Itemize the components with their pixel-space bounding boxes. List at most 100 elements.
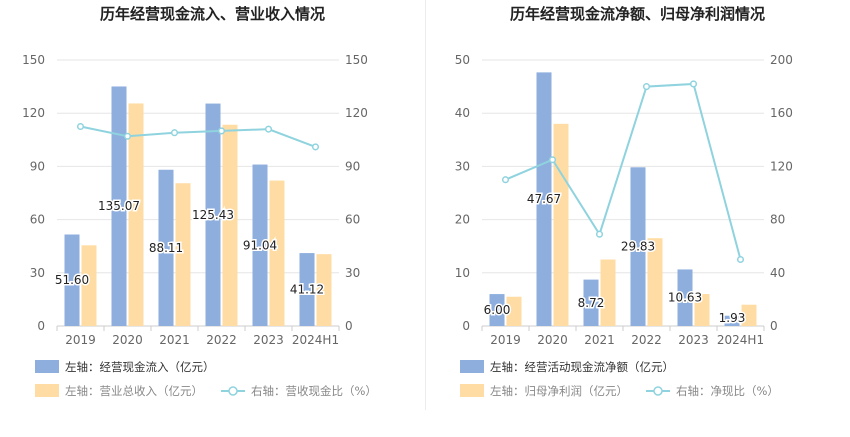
right-axis-tick: 160: [770, 106, 793, 120]
left-axis-tick: 0: [462, 319, 470, 333]
right-axis-tick: 90: [345, 159, 360, 173]
left-axis-tick: 0: [37, 319, 45, 333]
right-axis-tick: 200: [770, 53, 793, 67]
bar-data-label: 88.11: [149, 241, 183, 255]
left-axis-tick: 60: [30, 213, 45, 227]
bar-series-1: [111, 86, 127, 327]
right-axis-tick: 80: [770, 213, 785, 227]
category-label: 2020: [112, 333, 143, 347]
legend-swatch-series-2: [460, 384, 484, 397]
legend-label: 右轴：营收现金比（%）: [251, 384, 377, 398]
right-axis-tick: 150: [345, 53, 368, 67]
legend-swatch-series-1: [460, 360, 484, 373]
category-label: 2021: [584, 333, 615, 347]
bar-series-2: [128, 103, 144, 327]
bar-series-1: [724, 315, 740, 326]
right-axis-tick: 0: [345, 319, 353, 333]
line-point: [217, 127, 226, 135]
bar-data-label: 8.72: [578, 296, 605, 310]
left-axis-tick: 40: [455, 106, 470, 120]
legend-swatch-line-marker: [228, 386, 238, 396]
left-axis-tick: 150: [22, 53, 45, 67]
left-axis-tick: 10: [455, 266, 470, 280]
legend: 左轴：经营活动现金流净额（亿元） 左轴：归母净利润（亿元） 右轴：净现比（%）: [460, 360, 779, 398]
bar-series-2: [506, 296, 522, 326]
right-axis-tick: 30: [345, 266, 360, 280]
panel-divider: [425, 0, 426, 410]
line-point: [501, 176, 510, 184]
bar-series-2: [741, 304, 757, 326]
bar-series-1: [158, 169, 174, 326]
legend-label: 左轴：营业总收入（亿元）: [65, 384, 203, 398]
bar-series-2: [316, 254, 332, 326]
category-label: 2022: [206, 333, 237, 347]
bar-series-1: [630, 167, 646, 326]
right-axis-tick: 120: [345, 106, 368, 120]
line-point: [311, 143, 320, 151]
legend-label: 左轴：经营活动现金流净额（亿元）: [490, 360, 674, 374]
bar-series-2: [269, 180, 285, 326]
bar-series-1: [299, 253, 315, 326]
right-axis-tick: 120: [770, 159, 793, 173]
line-point: [736, 255, 745, 264]
bar-data-label: 47.67: [527, 192, 561, 206]
bar-series-2: [694, 294, 710, 326]
bar-series-1: [677, 269, 693, 326]
chart-title: 历年经营现金流净额、归母净利润情况: [510, 5, 765, 23]
line-point: [548, 156, 557, 164]
right-axis-tick: 60: [345, 213, 360, 227]
line-point: [595, 230, 604, 238]
category-label: 2023: [253, 333, 284, 347]
bar-data-label: 41.12: [290, 283, 324, 297]
bar-series-2: [175, 183, 191, 326]
bar-data-label: 6.00: [484, 303, 511, 317]
bar-series-1: [489, 294, 505, 326]
legend: 左轴：经营现金流入（亿元） 左轴：营业总收入（亿元） 右轴：营收现金比（%）: [35, 360, 377, 398]
left-axis-tick: 90: [30, 159, 45, 173]
category-label: 2024H1: [292, 333, 339, 347]
category-label: 2024H1: [717, 333, 764, 347]
chart-panel-cash-inflow: 历年经营现金流入、营业收入情况 0 30 60 90 120 150 0 30 60 90 120 15…: [22, 5, 377, 398]
bar-series-2: [600, 259, 616, 326]
legend-swatch-line-marker: [653, 386, 663, 396]
legend-swatch-series-2: [35, 384, 59, 397]
left-axis-tick: 20: [455, 213, 470, 227]
chart-panel-net-cash: 历年经营现金流净额、归母净利润情况 0 10 20 30 40 50 0 40 80 120 160 2…: [425, 0, 850, 437]
bar-data-label: 29.83: [621, 240, 655, 254]
bar-series-2: [647, 238, 663, 326]
line-point: [689, 80, 698, 88]
legend-label: 左轴：经营现金流入（亿元）: [65, 360, 215, 374]
chart-net-cash-profit: 历年经营现金流净额、归母净利润情况 0 10 20 30 40 50 0 40 80 120 160 2…: [455, 5, 793, 398]
chart-title: 历年经营现金流入、营业收入情况: [100, 5, 325, 23]
bar-series-1: [252, 164, 268, 326]
line-point: [76, 122, 85, 131]
category-label: 2021: [159, 333, 190, 347]
bar-series-1: [64, 234, 80, 326]
right-axis-tick: 0: [770, 319, 778, 333]
line-point: [170, 129, 179, 137]
category-label: 2022: [631, 333, 662, 347]
category-label: 2019: [490, 333, 521, 347]
right-axis-tick: 40: [770, 266, 785, 280]
bar-data-label: 51.60: [55, 273, 89, 287]
series-line: [505, 82, 742, 260]
bar-data-label: 1.93: [719, 311, 746, 325]
bar-series-1: [583, 279, 599, 326]
bar-data-label: 91.04: [243, 238, 277, 252]
legend-label: 左轴：归母净利润（亿元）: [490, 384, 628, 398]
left-axis-tick: 30: [30, 266, 45, 280]
bar-series-1: [205, 103, 221, 326]
line-point: [642, 83, 651, 91]
series-line: [80, 125, 316, 148]
line-point: [123, 132, 132, 140]
bar-data-label: 135.07: [98, 199, 140, 213]
bar-data-label: 125.43: [192, 208, 234, 222]
category-label: 2020: [537, 333, 568, 347]
gridlines: [57, 59, 339, 274]
left-axis-tick: 50: [455, 53, 470, 67]
gridlines: [482, 59, 764, 274]
line-point: [264, 125, 273, 133]
category-label: 2019: [65, 333, 96, 347]
bar-series-2: [222, 124, 238, 326]
bar-data-label: 10.63: [668, 291, 702, 305]
